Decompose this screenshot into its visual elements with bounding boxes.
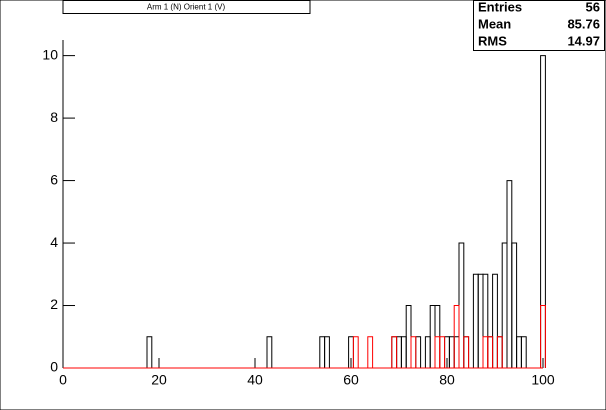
x-tick-label: 60 — [343, 372, 359, 388]
histogram-bin — [492, 273, 498, 368]
stat-value: 85.76 — [567, 16, 600, 31]
y-tick-label: 0 — [50, 359, 58, 375]
stat-label: Entries — [478, 0, 522, 14]
histogram-bin — [266, 336, 273, 368]
x-tick-label: 100 — [531, 372, 555, 388]
histogram-bin — [540, 305, 546, 368]
stats-box — [473, 0, 605, 51]
histogram-bin — [520, 336, 527, 368]
title-box — [62, 0, 311, 14]
chart-title: Arm 1 (N) Orient 1 (V) — [147, 3, 226, 12]
x-tick-label: 80 — [439, 372, 455, 388]
y-tick-label: 6 — [50, 171, 58, 187]
histogram-bin — [391, 336, 398, 368]
y-tick-label: 4 — [50, 234, 58, 250]
histogram-bin — [487, 336, 494, 368]
histogram-bin — [511, 242, 518, 368]
y-tick-label: 2 — [50, 296, 58, 312]
x-tick-label: 0 — [59, 372, 67, 388]
histogram-bin — [439, 336, 446, 368]
y-tick-label: 8 — [50, 109, 58, 125]
stat-label: RMS — [478, 33, 507, 48]
histogram-bin — [146, 336, 153, 368]
x-tick-label: 20 — [151, 372, 167, 388]
stat-value: 56 — [586, 0, 600, 14]
histogram-bin — [496, 336, 503, 368]
histogram-bin — [324, 336, 330, 368]
histogram-bin — [540, 55, 546, 368]
stat-label: Mean — [478, 16, 511, 31]
y-tick-label: 10 — [42, 46, 58, 62]
histogram-bin — [453, 305, 460, 368]
histogram-bin — [352, 336, 359, 368]
histogram-bin — [463, 336, 470, 368]
stat-value: 14.97 — [567, 33, 600, 48]
histogram-bin — [367, 336, 374, 368]
frame — [63, 40, 543, 368]
x-tick-label: 40 — [247, 372, 263, 388]
histogram-bin — [410, 336, 417, 368]
histogram-bin — [482, 273, 489, 368]
